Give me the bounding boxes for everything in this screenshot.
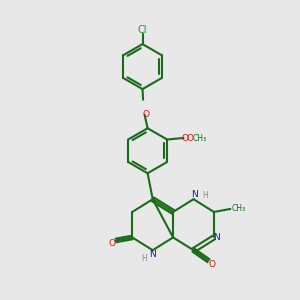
Text: N: N (192, 190, 198, 199)
Text: Cl: Cl (138, 25, 147, 35)
Text: H: H (202, 191, 208, 200)
Text: O: O (182, 134, 189, 142)
Text: H: H (141, 254, 147, 263)
Text: CH₃: CH₃ (232, 205, 246, 214)
Text: O: O (187, 134, 194, 142)
Text: O: O (109, 239, 116, 248)
Text: N: N (149, 250, 156, 259)
Text: O: O (208, 260, 216, 269)
Text: O: O (142, 110, 150, 119)
Text: N: N (214, 233, 220, 242)
Text: CH₃: CH₃ (193, 134, 207, 142)
